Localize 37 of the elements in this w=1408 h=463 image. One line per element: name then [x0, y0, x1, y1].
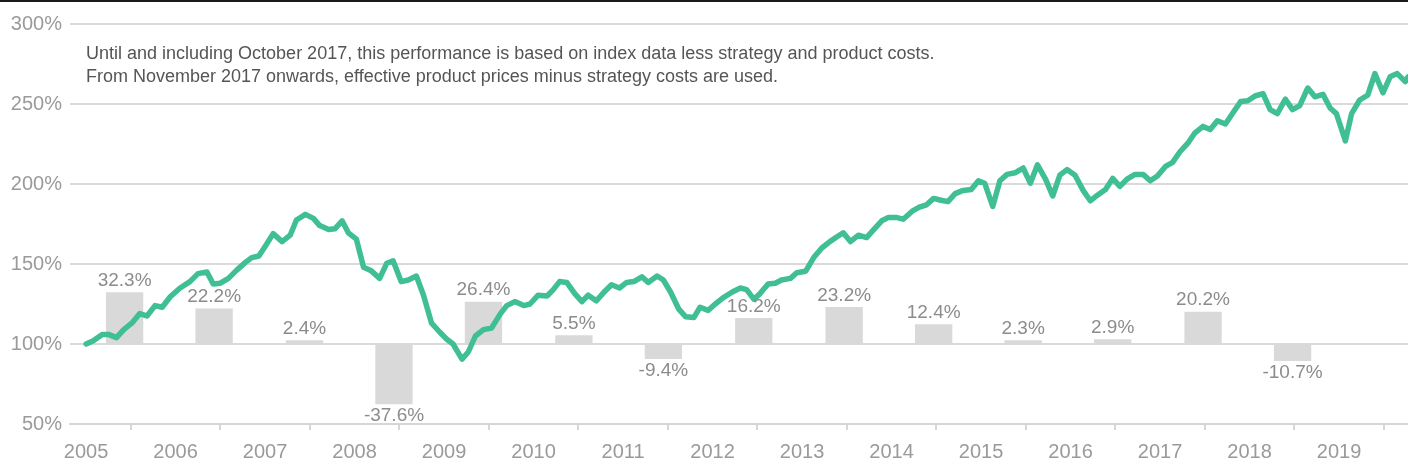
x-tick-label: 2010 — [511, 439, 556, 462]
annotation: From November 2017 onwards, effective product prices minus strategy costs are used. — [86, 66, 778, 86]
y-tick-label: 100% — [10, 331, 63, 354]
data-label: 20.2% — [1176, 288, 1231, 310]
data-label: 2.3% — [1001, 317, 1045, 339]
x-tick-label: 2012 — [690, 439, 735, 462]
data-label: 16.2% — [726, 294, 781, 316]
x-tick-label: 2017 — [1137, 439, 1183, 462]
x-tick-label: 2011 — [601, 439, 645, 462]
y-tick-label: 300% — [10, 11, 63, 34]
x-tick-label: 2018 — [1227, 439, 1272, 462]
data-label: 2.9% — [1091, 316, 1135, 338]
x-tick-label: 2016 — [1048, 439, 1093, 462]
data-label: 22.2% — [187, 285, 242, 307]
x-tick-label: 2013 — [779, 439, 825, 462]
x-tick-label: 2015 — [958, 439, 1004, 462]
y-tick-label: 50% — [21, 411, 63, 434]
data-label: 32.3% — [97, 269, 152, 291]
y-tick-label: 250% — [10, 91, 63, 114]
data-label: 2.4% — [282, 316, 327, 338]
data-label: -10.7% — [1262, 360, 1323, 382]
data-label: 12.4% — [906, 300, 961, 322]
x-tick-label: 2008 — [332, 439, 377, 462]
x-tick-label: 2014 — [869, 439, 914, 462]
y-tick-label: 150% — [10, 251, 63, 274]
data-label: -37.6% — [363, 403, 425, 425]
data-label: 23.2% — [817, 283, 872, 305]
y-tick-label: 200% — [10, 171, 63, 194]
x-tick-label: 2005 — [63, 439, 109, 462]
data-label: 26.4% — [456, 278, 511, 300]
annotation: Until and including October 2017, this performance is based on index data less strategy and product costs. — [86, 43, 935, 63]
x-tick-label: 2009 — [421, 439, 467, 462]
data-label: 5.5% — [552, 311, 596, 333]
x-tick-label: 2006 — [153, 439, 198, 462]
x-tick-label: 2019 — [1316, 439, 1362, 462]
x-tick-label: 2007 — [242, 439, 288, 462]
data-label: -9.4% — [638, 358, 689, 380]
